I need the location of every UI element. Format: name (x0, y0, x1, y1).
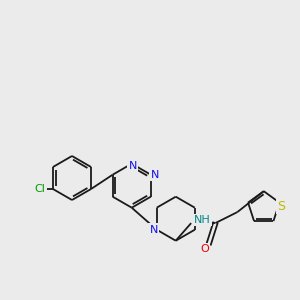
Text: N: N (129, 161, 137, 171)
Text: NH: NH (194, 215, 211, 225)
Text: Cl: Cl (34, 184, 45, 194)
Text: N: N (151, 170, 159, 180)
Text: N: N (149, 225, 158, 235)
Text: O: O (200, 244, 209, 254)
Text: S: S (278, 200, 285, 213)
